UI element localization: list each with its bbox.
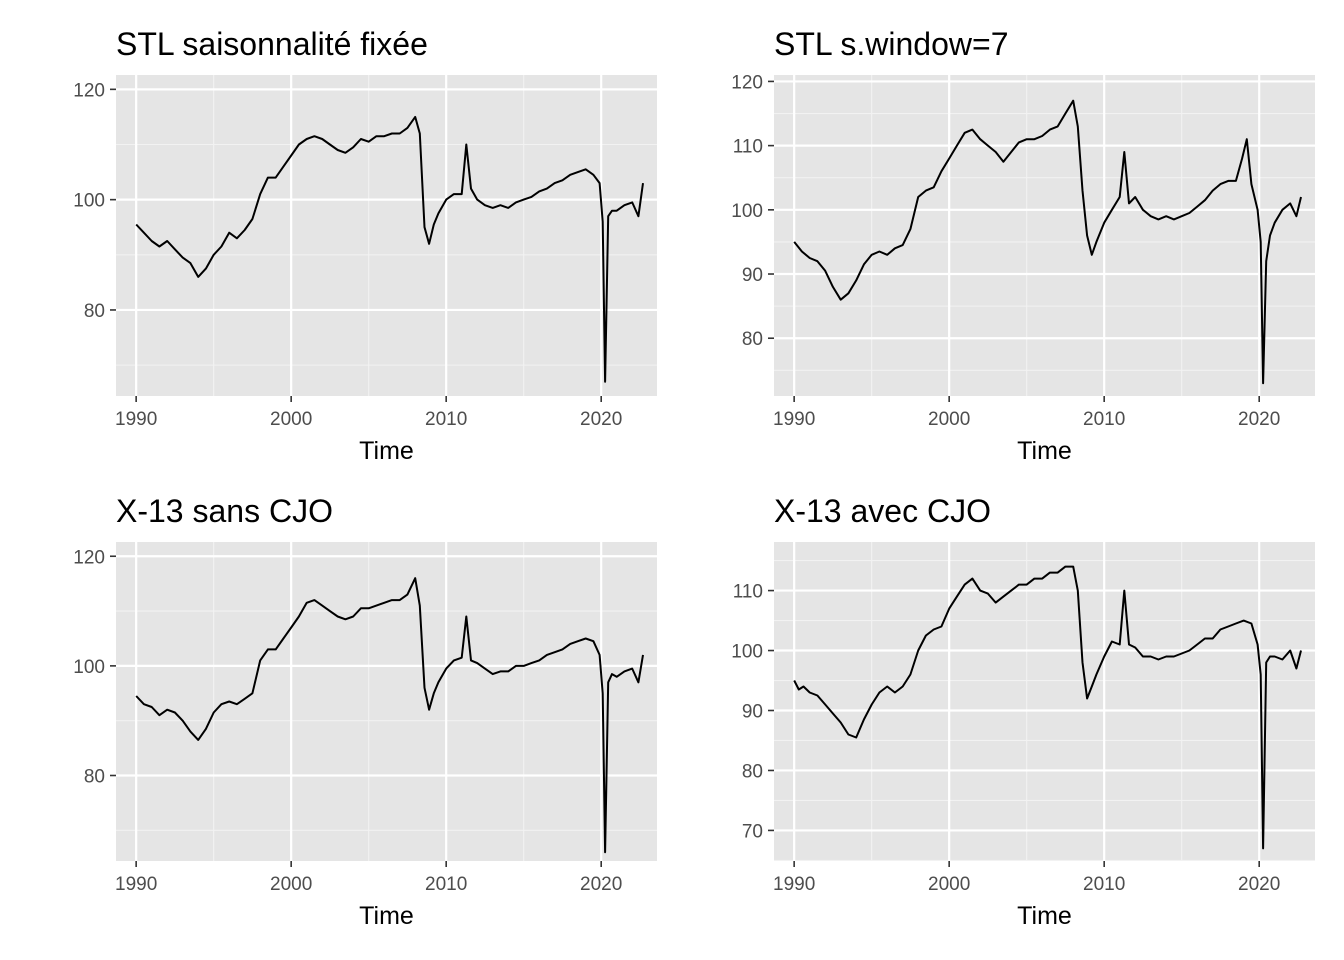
y-tick-label: 120 (73, 547, 105, 568)
y-tick-label: 90 (742, 265, 763, 286)
x-tick-label: 2000 (928, 874, 970, 895)
x-tick-label: 1990 (773, 409, 815, 430)
x-axis-title: Time (359, 437, 414, 465)
x-axis-title: Time (1017, 902, 1072, 930)
y-tick-label: 80 (84, 301, 105, 322)
x-tick-label: 1990 (115, 874, 157, 895)
series-line-1 (135, 577, 644, 854)
y-tick-label: 120 (731, 72, 763, 93)
y-tick-label: 120 (73, 80, 105, 101)
x-tick-label: 2020 (1238, 409, 1280, 430)
chart-panel-3: 1990 2000 2010 2020 80 100 120 X-13 sans CJO Tim… (73, 493, 657, 930)
x-tick-label: 2010 (425, 409, 467, 430)
y-tick-label: 70 (742, 821, 763, 842)
x-tick-label: 2010 (1083, 874, 1125, 895)
chart-panel-4: 1990 2000 2010 2020 70 80 90 100 110 X-13 avec CJ… (731, 493, 1315, 930)
x-tick-label: 1990 (115, 409, 157, 430)
series-line-1 (793, 99, 1302, 385)
x-tick-label: 2020 (1238, 874, 1280, 895)
y-tick-label: 90 (742, 701, 763, 722)
y-tick-label: 80 (742, 329, 763, 350)
x-tick-label: 2010 (425, 874, 467, 895)
chart-title: X-13 sans CJO (116, 493, 333, 529)
x-tick-label: 2000 (270, 409, 312, 430)
y-tick-label: 100 (731, 642, 763, 663)
x-tick-label: 2010 (1083, 409, 1125, 430)
chart-title: STL s.window=7 (774, 26, 1008, 62)
y-tick-label: 100 (73, 191, 105, 212)
panel-background (774, 542, 1315, 861)
x-axis-title: Time (1017, 437, 1072, 465)
chart-panel-2: 1990 2000 2010 2020 80 90 100 110 120 STL s.windo… (731, 26, 1315, 465)
y-tick-label: 80 (84, 766, 105, 787)
series-line-1 (793, 565, 1302, 850)
y-tick-label: 110 (733, 137, 763, 158)
x-tick-label: 2000 (270, 874, 312, 895)
panel-background (116, 75, 657, 396)
x-tick-label: 2020 (580, 409, 622, 430)
panel-background (774, 75, 1315, 396)
y-tick-label: 110 (733, 582, 763, 603)
x-tick-label: 2000 (928, 409, 970, 430)
chart-panel-1: 1990 2000 2010 2020 80 100 120 STL saisonnalité… (73, 26, 657, 465)
panel-background (116, 542, 657, 861)
series-line-1 (135, 115, 644, 383)
y-tick-label: 100 (73, 657, 105, 678)
chart-title: STL saisonnalité fixée (116, 26, 428, 62)
chart-title: X-13 avec CJO (774, 493, 991, 529)
x-tick-label: 2020 (580, 874, 622, 895)
y-tick-label: 100 (731, 201, 763, 222)
y-tick-label: 80 (742, 761, 763, 782)
x-tick-label: 1990 (773, 874, 815, 895)
x-axis-title: Time (359, 902, 414, 930)
